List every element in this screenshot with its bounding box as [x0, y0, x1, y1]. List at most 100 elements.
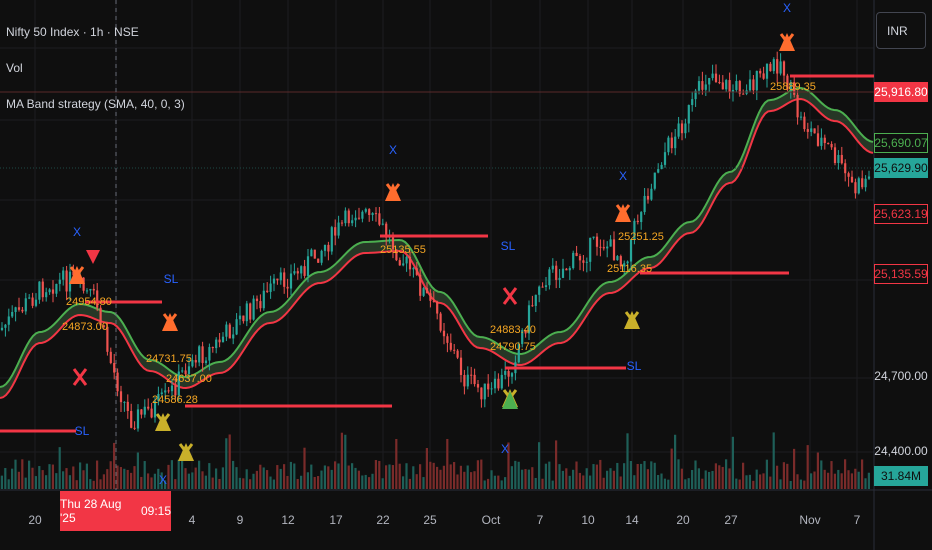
candle-body — [153, 400, 157, 418]
exit-cross-icon — [502, 287, 518, 305]
candle-body — [789, 82, 792, 90]
time-tick: 14 — [625, 513, 639, 527]
candle-body — [344, 210, 347, 224]
volume-bar — [551, 480, 554, 489]
candle-body — [711, 73, 714, 79]
candle-body — [436, 301, 439, 314]
candle-body — [408, 256, 412, 270]
volume-bar — [116, 465, 119, 489]
volume-bar — [721, 466, 724, 489]
volume-bar — [480, 459, 483, 489]
volume-bar — [72, 466, 75, 489]
volume-bar — [578, 472, 581, 489]
candle-body — [752, 79, 755, 91]
candle-body — [126, 401, 129, 412]
candle-body — [585, 261, 588, 263]
legend-symbol[interactable]: Nifty 50 Index · 1h · NSE — [6, 25, 139, 39]
candle-body — [160, 392, 163, 395]
volume-bar — [694, 460, 697, 489]
candle-body — [371, 213, 374, 215]
volume-bar — [432, 462, 435, 489]
candle-body — [21, 309, 24, 312]
volume-bar — [215, 468, 218, 489]
candle-body — [68, 271, 72, 292]
crosshair-time: 09:15 — [140, 504, 171, 518]
candle-body — [653, 172, 656, 189]
legend-volume[interactable]: Vol — [6, 61, 23, 75]
volume-bar — [476, 460, 479, 489]
candle-body — [334, 227, 337, 236]
volume-bar — [752, 480, 755, 489]
x-marker-label: X — [389, 143, 397, 157]
volume-bar — [779, 479, 782, 489]
volume-bar — [633, 475, 636, 489]
candle-body — [704, 84, 707, 90]
volume-bar — [412, 466, 415, 489]
volume-bar — [456, 474, 459, 489]
volume-bar — [242, 478, 245, 489]
x-marker-label: X — [73, 225, 81, 239]
candle-body — [259, 301, 262, 309]
exit-cross-icon — [779, 33, 795, 51]
volume-bar — [585, 468, 588, 489]
volume-bar — [643, 461, 646, 489]
volume-bar — [157, 468, 160, 489]
volume-bar — [725, 459, 728, 489]
candle-body — [102, 325, 106, 327]
crosshair-time-label: Thu 28 Aug '25 09:15 — [60, 491, 171, 531]
volume-bar — [385, 465, 388, 489]
volume-bar — [252, 473, 255, 489]
legend-strategy[interactable]: MA Band strategy (SMA, 40, 0, 3) — [6, 97, 185, 111]
volume-bar — [735, 478, 738, 489]
candle-body — [170, 385, 174, 392]
x-marker-label: X — [619, 169, 627, 183]
candle-body — [157, 394, 160, 401]
candle-body — [177, 371, 180, 396]
price-tick: 24,400.00 — [874, 444, 928, 458]
volume-bar — [490, 470, 493, 489]
volume-bar — [742, 462, 745, 489]
candle-body — [140, 409, 143, 415]
volume-bar — [266, 470, 269, 489]
volume-bar — [164, 480, 167, 489]
candle-body — [643, 195, 646, 213]
volume-bar — [388, 464, 391, 489]
candle-body — [725, 80, 728, 90]
volume-bar — [701, 478, 704, 489]
volume-bar — [650, 461, 653, 489]
volume-bar — [582, 475, 585, 489]
volume-bar — [191, 472, 194, 489]
volume-bar — [459, 465, 462, 489]
volume-bar — [269, 476, 272, 489]
candle-body — [762, 73, 765, 79]
candle-body — [833, 147, 837, 163]
volume-bar — [449, 464, 452, 489]
candle-body — [347, 210, 350, 224]
volume-bars — [0, 432, 870, 489]
volume-bar — [538, 442, 541, 489]
currency-button[interactable]: INR — [876, 12, 926, 49]
candle-body — [504, 370, 507, 375]
volume-bar — [612, 470, 615, 489]
candle-body — [62, 270, 65, 280]
volume-bar — [745, 475, 748, 489]
candle-body — [779, 61, 782, 74]
candle-body — [667, 137, 670, 153]
candle-body — [194, 360, 197, 363]
candle-body — [412, 268, 415, 270]
candle-body — [242, 315, 245, 322]
x-marker-label: X — [783, 1, 791, 15]
candle-body — [816, 133, 820, 146]
exit-cross-icon — [178, 443, 194, 461]
candle-body — [623, 263, 626, 267]
candle-body — [677, 123, 680, 137]
volume-bar — [463, 471, 466, 489]
volume-bar — [347, 465, 350, 489]
candle-body — [555, 265, 558, 280]
candle-body — [582, 260, 585, 263]
trade-price-label: 24883.40 — [490, 324, 536, 336]
candle-body — [296, 271, 299, 274]
buy-triangle-icon — [502, 391, 518, 409]
candle-body — [830, 143, 833, 148]
